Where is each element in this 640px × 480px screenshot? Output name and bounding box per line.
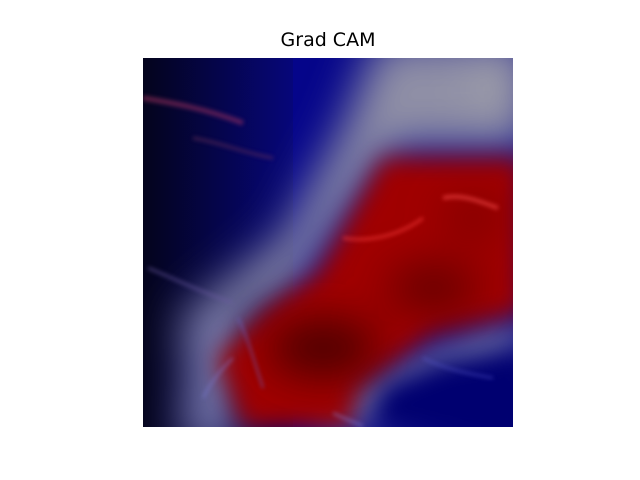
heatmap-hot-core xyxy=(268,200,503,376)
heatmap-cold-region-lower-right xyxy=(373,351,513,427)
gradcam-heatmap-image xyxy=(143,58,513,427)
heatmap-canvas xyxy=(143,58,513,427)
figure-title: Grad CAM xyxy=(280,29,376,51)
terrain-overlay xyxy=(143,95,499,427)
